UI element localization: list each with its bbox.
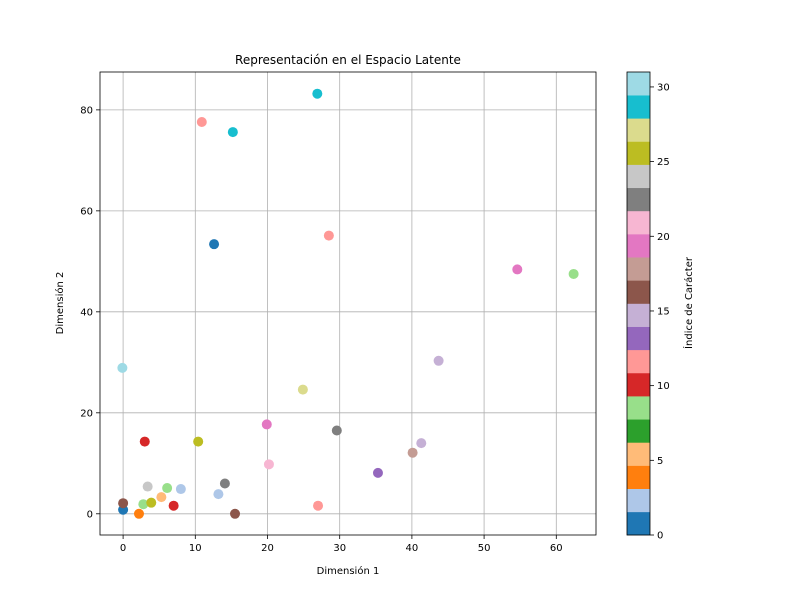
grid-lines bbox=[100, 72, 596, 535]
colorbar-segment bbox=[627, 141, 650, 165]
scatter-point bbox=[227, 127, 238, 138]
colorbar-tick-label: 0 bbox=[657, 531, 663, 542]
colorbar-tick-label: 5 bbox=[657, 456, 663, 467]
y-tick-label: 80 bbox=[80, 105, 93, 116]
colorbar-tick-label: 20 bbox=[657, 232, 670, 243]
y-tick-label: 0 bbox=[87, 509, 93, 520]
scatter-point bbox=[117, 362, 128, 373]
colorbar-segment bbox=[627, 257, 650, 281]
colorbar-tick-label: 10 bbox=[657, 381, 670, 392]
scatter-point bbox=[118, 498, 129, 509]
colorbar-tick-label: 30 bbox=[657, 82, 670, 93]
colorbar-segment bbox=[627, 164, 650, 189]
scatter-points bbox=[117, 88, 579, 519]
scatter-point bbox=[312, 88, 323, 99]
colorbar-segment bbox=[627, 511, 650, 536]
scatter-point bbox=[263, 459, 274, 470]
scatter-point bbox=[512, 264, 523, 275]
colorbar-segment bbox=[627, 72, 650, 96]
colorbar-segment bbox=[627, 95, 650, 119]
chart-title: Representación en el Espacio Latente bbox=[235, 53, 461, 67]
x-tick-label: 60 bbox=[550, 543, 563, 554]
scatter-point bbox=[331, 425, 342, 436]
scatter-point bbox=[568, 268, 579, 279]
colorbar-segment bbox=[627, 372, 650, 397]
colorbar-label: Índice de Carácter bbox=[682, 256, 695, 349]
scatter-point bbox=[313, 500, 324, 511]
colorbar-segment bbox=[627, 396, 650, 420]
colorbar-segment bbox=[627, 442, 650, 466]
scatter-point bbox=[156, 492, 167, 503]
plot-area-frame bbox=[99, 71, 597, 536]
scatter-point bbox=[323, 230, 334, 241]
y-axis: 0 20 40 60 80 bbox=[80, 105, 100, 520]
colorbar-frame bbox=[626, 71, 651, 536]
x-axis: 0 10 20 30 40 50 60 bbox=[120, 535, 563, 554]
scatter-point bbox=[175, 484, 186, 495]
y-tick-label: 60 bbox=[80, 206, 93, 217]
x-tick-label: 30 bbox=[333, 543, 346, 554]
colorbar-segment bbox=[627, 210, 650, 235]
colorbar-tick-label: 25 bbox=[657, 157, 670, 168]
scatter-point bbox=[168, 500, 179, 511]
scatter-point bbox=[139, 436, 150, 447]
scatter-point bbox=[209, 239, 220, 250]
scatter-point bbox=[261, 419, 272, 430]
scatter-point bbox=[213, 489, 224, 500]
x-tick-label: 0 bbox=[120, 543, 126, 554]
scatter-point bbox=[162, 483, 173, 494]
x-axis-label: Dimensión 1 bbox=[317, 565, 380, 577]
x-tick-label: 40 bbox=[406, 543, 419, 554]
scatter-point bbox=[297, 384, 308, 395]
scatter-point bbox=[196, 116, 207, 127]
colorbar-segment bbox=[627, 280, 650, 304]
scatter-point bbox=[433, 355, 444, 366]
scatter-point bbox=[146, 497, 157, 508]
y-tick-label: 40 bbox=[80, 307, 93, 318]
colorbar-segment bbox=[627, 187, 650, 212]
colorbar: 0 5 10 15 20 25 30 bbox=[626, 71, 670, 542]
x-tick-label: 10 bbox=[189, 543, 202, 554]
colorbar-segment bbox=[627, 488, 650, 513]
y-axis-label: Dimensión 2 bbox=[54, 272, 66, 335]
y-tick-label: 20 bbox=[80, 408, 93, 419]
scatter-point bbox=[193, 436, 204, 447]
colorbar-segment bbox=[627, 419, 650, 443]
colorbar-segment bbox=[627, 234, 650, 258]
scatter-point bbox=[142, 481, 153, 492]
colorbar-tick-label: 15 bbox=[657, 306, 670, 317]
scatter-point bbox=[407, 447, 418, 458]
scatter-point bbox=[138, 499, 149, 510]
x-tick-label: 20 bbox=[261, 543, 274, 554]
scatter-point bbox=[230, 508, 241, 519]
colorbar-segment bbox=[627, 118, 650, 142]
scatter-point bbox=[219, 478, 230, 489]
colorbar-segment bbox=[627, 303, 650, 327]
colorbar-segment bbox=[627, 349, 650, 374]
x-tick-label: 50 bbox=[478, 543, 491, 554]
colorbar-segment bbox=[627, 326, 650, 351]
scatter-point bbox=[372, 467, 383, 478]
scatter-point bbox=[416, 438, 427, 449]
colorbar-segment bbox=[627, 465, 650, 489]
scatter-point bbox=[133, 508, 144, 519]
